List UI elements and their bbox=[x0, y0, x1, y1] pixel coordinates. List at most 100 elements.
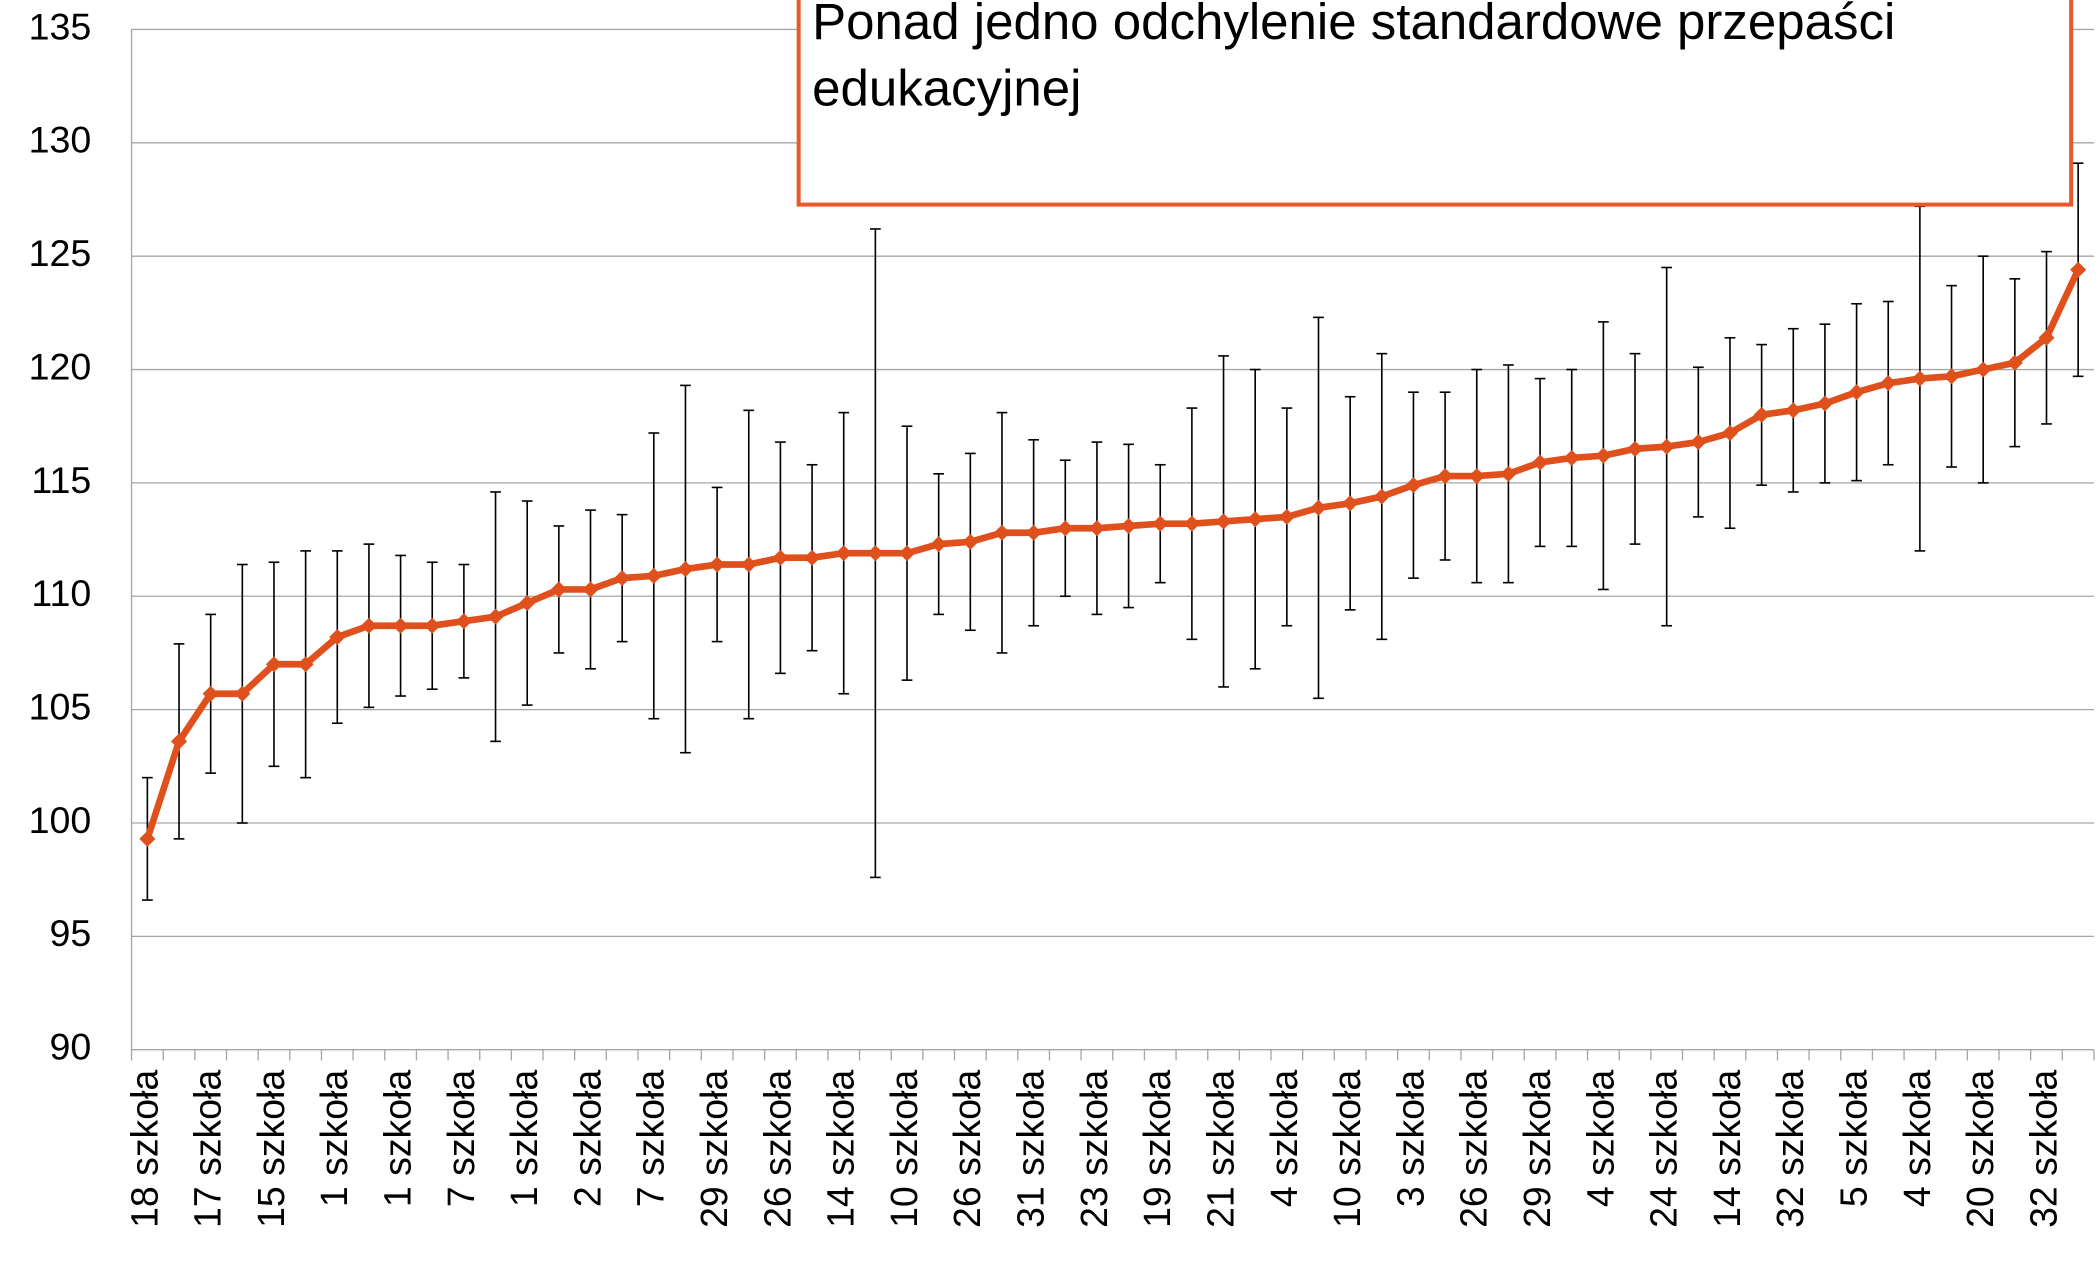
point bbox=[1785, 402, 1802, 419]
point bbox=[1848, 384, 1865, 401]
x-tick-label: 20 szkoła bbox=[1959, 1070, 2001, 1228]
point bbox=[170, 733, 188, 750]
point bbox=[1088, 520, 1105, 537]
x-tick-label: 4 szkoła bbox=[1896, 1070, 1938, 1207]
point bbox=[1342, 495, 1359, 512]
point bbox=[1911, 370, 1928, 387]
point bbox=[867, 545, 884, 562]
x-tick-label: 18 szkoła bbox=[123, 1070, 165, 1228]
x-tick-label: 10 szkoła bbox=[1326, 1070, 1368, 1228]
point bbox=[1120, 517, 1137, 534]
point bbox=[424, 617, 441, 634]
x-tick-label: 1 szkoła bbox=[313, 1070, 355, 1207]
x-tick-label: 4 szkoła bbox=[1579, 1070, 1621, 1207]
point bbox=[487, 608, 504, 625]
point bbox=[1278, 508, 1295, 525]
x-tick-label: 1 szkoła bbox=[503, 1070, 545, 1207]
x-tick-label: 21 szkoła bbox=[1199, 1070, 1241, 1228]
point bbox=[898, 545, 916, 562]
point bbox=[582, 581, 599, 598]
x-tick-label: 24 szkoła bbox=[1643, 1070, 1685, 1228]
x-tick-label: 31 szkoła bbox=[1009, 1070, 1051, 1228]
point bbox=[962, 533, 979, 550]
point bbox=[677, 561, 694, 578]
x-tick-label: 2 szkoła bbox=[566, 1070, 608, 1207]
point bbox=[930, 536, 947, 553]
point bbox=[297, 656, 314, 673]
point bbox=[1025, 524, 1042, 541]
y-tick-label: 125 bbox=[29, 232, 92, 274]
x-tick-label: 4 szkoła bbox=[1263, 1070, 1305, 1207]
point bbox=[455, 613, 472, 630]
x-tick-label: 7 szkoła bbox=[630, 1070, 672, 1207]
x-tick-label: 32 szkoła bbox=[2022, 1070, 2064, 1228]
point bbox=[1690, 434, 1707, 451]
point bbox=[1405, 477, 1422, 494]
point bbox=[1468, 468, 1485, 485]
x-tick-label: 32 szkoła bbox=[1769, 1070, 1811, 1228]
point bbox=[1532, 454, 1549, 471]
annotation-text: Ponad jedno odchylenie standardowe przep… bbox=[812, 0, 1896, 118]
x-tick-label: 17 szkoła bbox=[187, 1070, 229, 1228]
x-tick-label: 26 szkoła bbox=[946, 1070, 988, 1228]
x-tick-label: 23 szkoła bbox=[1073, 1070, 1115, 1228]
point bbox=[519, 595, 536, 612]
annotation: Ponad jedno odchylenie standardowe przep… bbox=[812, 0, 1896, 118]
x-tick-label: 29 szkoła bbox=[1516, 1070, 1558, 1228]
x-tick-label: 5 szkoła bbox=[1832, 1070, 1874, 1207]
point bbox=[1437, 468, 1454, 485]
point bbox=[614, 570, 631, 587]
x-tick-label: 3 szkoła bbox=[1389, 1070, 1431, 1207]
point bbox=[993, 524, 1011, 541]
point bbox=[1595, 447, 1612, 464]
y-tick-label: 95 bbox=[49, 912, 91, 954]
point bbox=[772, 549, 789, 566]
point bbox=[740, 556, 757, 573]
point bbox=[1057, 520, 1074, 537]
x-tick-label: 14 szkoła bbox=[820, 1070, 862, 1228]
annotation-box bbox=[796, 0, 2074, 207]
point bbox=[1880, 375, 1897, 392]
point bbox=[1658, 438, 1675, 455]
point bbox=[835, 545, 852, 562]
point bbox=[1721, 424, 1739, 442]
x-tick-label: 7 szkoła bbox=[440, 1070, 482, 1207]
x-tick-label: 15 szkoła bbox=[250, 1070, 292, 1228]
y-tick-label: 115 bbox=[31, 459, 91, 501]
point bbox=[709, 556, 726, 573]
x-tick-label: 29 szkoła bbox=[693, 1070, 735, 1228]
point bbox=[1373, 488, 1390, 505]
point bbox=[645, 567, 662, 584]
y-tick-label: 130 bbox=[29, 119, 92, 161]
series-line bbox=[144, 268, 2082, 840]
point bbox=[1563, 449, 1580, 466]
point bbox=[1183, 515, 1200, 532]
point bbox=[1816, 395, 1833, 412]
y-tick-label: 90 bbox=[49, 1026, 91, 1068]
x-tick-label: 26 szkoła bbox=[756, 1070, 798, 1228]
point bbox=[392, 617, 409, 634]
point bbox=[1626, 440, 1644, 457]
y-tick-label: 135 bbox=[29, 5, 92, 47]
point bbox=[1152, 515, 1169, 532]
point bbox=[1215, 513, 1232, 530]
x-tick-label: 14 szkoła bbox=[1706, 1070, 1748, 1228]
y-tick-label: 110 bbox=[31, 572, 91, 614]
y-tick-label: 100 bbox=[29, 799, 92, 841]
point bbox=[329, 629, 346, 646]
point bbox=[265, 656, 283, 673]
y-tick-label: 105 bbox=[29, 686, 92, 728]
point bbox=[234, 685, 251, 702]
point bbox=[202, 685, 219, 702]
point bbox=[360, 617, 377, 634]
point bbox=[1943, 368, 1960, 385]
point bbox=[1975, 361, 1992, 378]
x-tick-label: 10 szkoła bbox=[883, 1070, 925, 1228]
x-tick-label: 19 szkoła bbox=[1136, 1070, 1178, 1228]
point bbox=[1247, 511, 1264, 528]
point bbox=[1310, 499, 1327, 516]
point bbox=[804, 549, 821, 566]
point bbox=[139, 830, 156, 847]
y-tick-label: 120 bbox=[29, 345, 92, 387]
